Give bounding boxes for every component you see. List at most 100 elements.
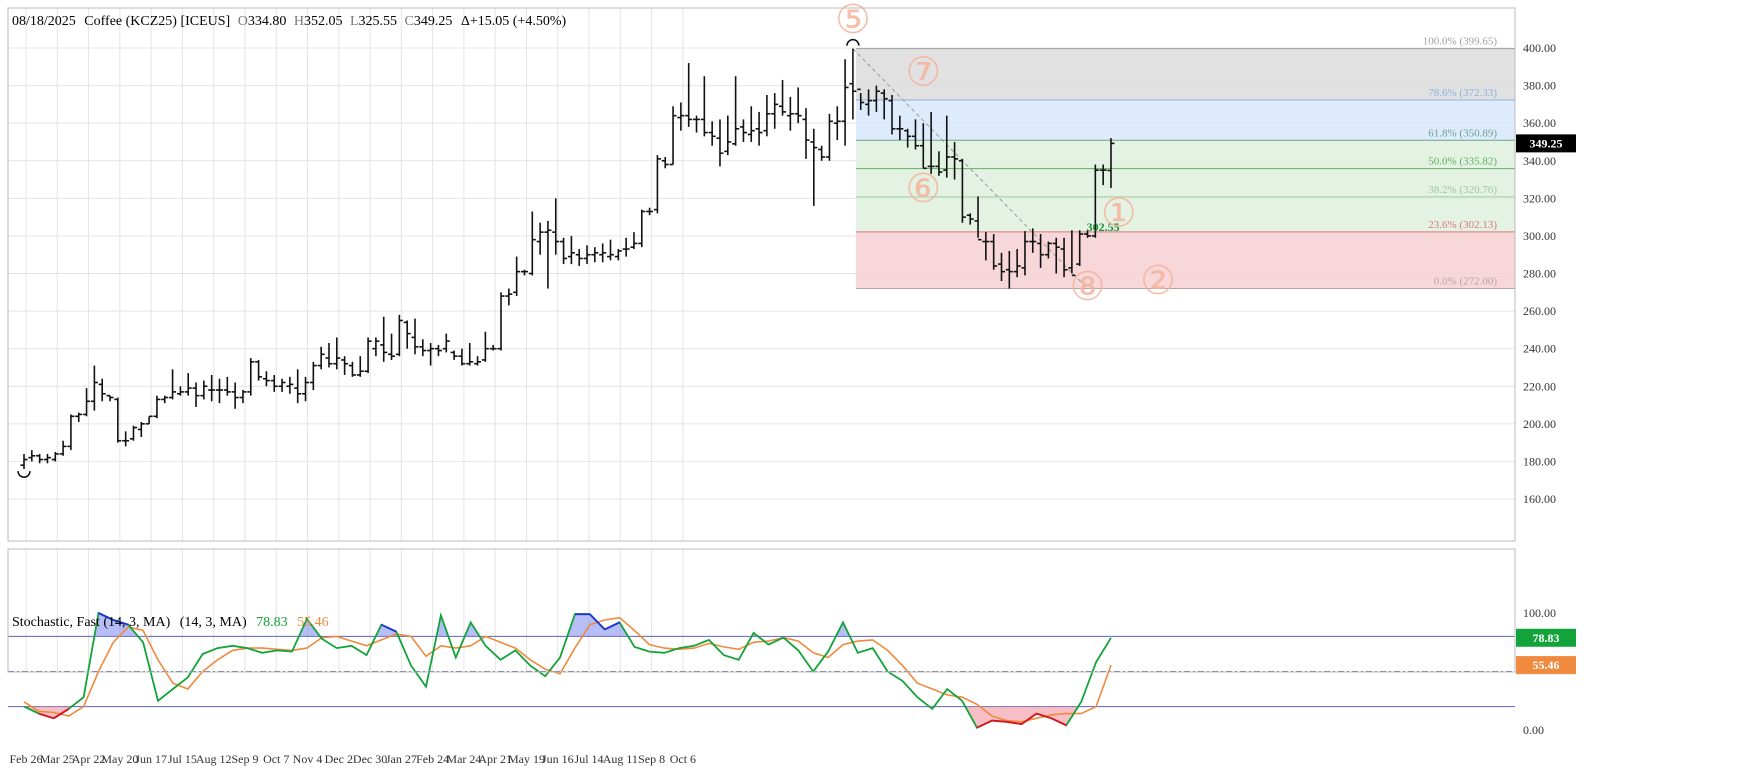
ohlc-bar <box>364 337 372 374</box>
x-tick-label: Jun 16 <box>542 752 574 766</box>
ohlc-bar <box>356 356 364 377</box>
ohlc-bar <box>763 94 771 137</box>
ohlc-bar <box>43 453 51 464</box>
ohlc-bar <box>216 378 223 404</box>
x-tick-label: Jul 14 <box>575 752 604 766</box>
ohlc-bar <box>481 331 489 362</box>
x-tick-label: Sep 8 <box>638 752 665 766</box>
ohlc-bar <box>607 239 614 261</box>
stoch-k-extreme-segment <box>38 712 55 720</box>
fib-level-label: 23.6% (302.13) <box>1428 219 1497 231</box>
ohlc-bar <box>700 76 708 137</box>
ohlc-bar <box>599 243 607 263</box>
ohlc-bar <box>919 123 927 170</box>
ohlc-bar <box>693 115 701 133</box>
fib-zone-50 <box>855 168 1515 197</box>
price-annotation: 302.55 <box>1087 220 1120 234</box>
ohlc-bar <box>317 346 325 370</box>
header-date: 08/18/2025 <box>12 14 76 29</box>
ohlc-bar <box>747 106 755 142</box>
axes: 400.00 380.00 360.00 340.00 320.00 300.00 280.… <box>7 7 1576 766</box>
x-tick-label: Oct 6 <box>670 752 696 766</box>
price-y-tick: 160.00 <box>1523 492 1556 506</box>
ohlc-bar <box>137 421 145 437</box>
ohlc-bar <box>911 119 919 150</box>
ohlc-bar <box>333 337 341 370</box>
ohlc-bar <box>51 452 59 462</box>
header-low: 325.55 <box>359 14 398 29</box>
ohlc-bar <box>685 63 693 127</box>
ohlc-bar <box>520 269 528 276</box>
ohlc-bar <box>200 380 208 400</box>
ohlc-bar <box>20 453 28 469</box>
ohlc-bar <box>638 209 646 248</box>
wave-label: ⑧ <box>1070 264 1106 309</box>
x-tick-label: Oct 7 <box>263 752 289 766</box>
stoch-k-extreme-segment <box>1006 720 1022 726</box>
high-label: H <box>294 14 304 29</box>
stoch-k-extreme-segment <box>1051 717 1067 727</box>
ohlc-bar <box>270 374 278 392</box>
fib-level-label: 50.0% (335.82) <box>1428 156 1497 168</box>
fib-level-label: 38.2% (320.76) <box>1428 184 1497 196</box>
x-tick-label: Apr 22 <box>72 752 106 766</box>
ohlc-bar <box>1107 138 1115 188</box>
stochastic-lines <box>23 611 1112 729</box>
ohlc-bar <box>474 356 482 366</box>
ohlc-bar <box>825 113 833 161</box>
ohlc-bar <box>208 374 216 402</box>
ohlc-bar <box>716 119 724 167</box>
ohlc-bar <box>1060 237 1068 278</box>
ohlc-bar <box>786 96 794 131</box>
ohlc-bar <box>943 115 951 178</box>
x-tick-label: Mar 24 <box>446 752 481 766</box>
ohlc-bar <box>802 108 810 159</box>
wave-label: ⑤ <box>835 0 871 42</box>
header-name: Coffee (KCZ25) [ICEUS] <box>84 14 230 29</box>
stoch-y-tick: 100.00 <box>1523 606 1556 620</box>
stoch-k-line <box>23 611 1112 729</box>
fib-level-label: 78.6% (372.33) <box>1428 87 1497 99</box>
ohlc-bar <box>982 232 990 261</box>
wave-label: ② <box>1140 258 1176 303</box>
x-tick-label: Nov 4 <box>293 752 323 766</box>
price-y-tick: 220.00 <box>1523 379 1556 393</box>
ohlc-bar <box>466 343 474 366</box>
price-y-tick: 360.00 <box>1523 116 1556 130</box>
fib-zone-78.6 <box>855 99 1515 141</box>
last-price-badge <box>1516 134 1576 153</box>
ohlc-bar <box>176 386 184 396</box>
ohlc-bar <box>255 359 263 381</box>
ohlc-bar <box>262 371 270 387</box>
ohlc-bar <box>849 48 857 120</box>
ohlc-bar <box>434 344 442 357</box>
ohlc-bar <box>458 348 466 366</box>
ohlc-bar <box>247 358 255 396</box>
ohlc-bar <box>309 361 317 391</box>
ohlc-bar <box>505 288 513 306</box>
ohlc-bar <box>1044 241 1052 259</box>
price-y-tick: 400.00 <box>1523 41 1556 55</box>
price-bars <box>17 38 1115 478</box>
ohlc-bar <box>614 249 622 261</box>
ohlc-bar <box>403 320 411 349</box>
header-high: 352.05 <box>304 14 343 29</box>
ohlc-bar <box>951 141 959 180</box>
price-y-tick: 180.00 <box>1523 454 1556 468</box>
stoch-k-value: 78.83 <box>256 615 288 630</box>
swing-low-marker <box>17 471 31 478</box>
ohlc-bar <box>974 196 982 241</box>
ohlc-bar <box>489 344 497 351</box>
ohlc-bar <box>98 378 106 402</box>
x-tick-label: Feb 26 <box>10 752 43 766</box>
ohlc-bar <box>669 106 677 166</box>
ohlc-bar <box>348 361 356 377</box>
ohlc-bar <box>857 88 865 111</box>
stoch-k-extreme-segment <box>991 719 1007 723</box>
stoch-k-extreme-segment <box>1021 712 1038 725</box>
price-y-tick: 260.00 <box>1523 304 1556 318</box>
ohlc-bar <box>278 378 286 392</box>
ohlc-bar <box>1037 234 1045 268</box>
stoch-oversold-fill <box>24 706 1079 728</box>
ohlc-bar <box>106 394 114 402</box>
